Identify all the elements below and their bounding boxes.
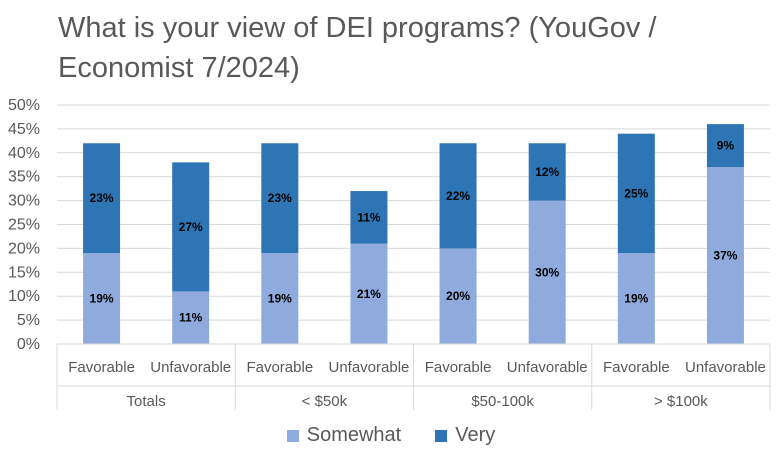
y-tick-label: 40% (8, 145, 40, 162)
data-label-somewhat-7: 37% (713, 249, 737, 263)
bar-very-2 (261, 143, 299, 254)
bar-somewhat-1 (172, 291, 210, 344)
data-label-somewhat-6: 19% (624, 292, 648, 306)
x-group-label: $50-100k (471, 393, 534, 410)
bar-somewhat-2 (261, 253, 299, 344)
y-tick-label: 15% (8, 264, 40, 281)
data-label-very-1: 27% (179, 220, 203, 234)
legend-item-very: Very (435, 424, 495, 447)
y-tick-label: 35% (8, 169, 40, 186)
data-label-very-6: 25% (624, 186, 648, 200)
x-group-label: < $50k (302, 393, 348, 410)
y-tick-label: 45% (8, 121, 40, 138)
x-category-label: Unfavorable (685, 359, 766, 376)
bar-very-4 (439, 143, 477, 249)
y-tick-label: 5% (17, 312, 40, 329)
bar-very-6 (617, 133, 655, 254)
y-tick-label: 25% (8, 217, 40, 234)
data-label-somewhat-1: 11% (179, 311, 203, 325)
data-label-very-0: 23% (90, 191, 114, 205)
legend-label-very: Very (455, 424, 496, 446)
y-tick-label: 10% (8, 288, 40, 305)
bar-very-0 (83, 143, 121, 254)
bar-somewhat-7 (706, 167, 744, 344)
data-label-somewhat-2: 19% (268, 292, 292, 306)
x-category-label: Unfavorable (328, 359, 409, 376)
chart-title: What is your view of DEI programs? (YouG… (58, 12, 657, 84)
bar-somewhat-0 (83, 253, 121, 344)
data-label-very-2: 23% (268, 191, 292, 205)
x-category-label: Favorable (603, 359, 670, 376)
bar-somewhat-3 (350, 243, 388, 344)
legend-item-somewhat: Somewhat (286, 424, 402, 447)
y-tick-label: 20% (8, 240, 40, 257)
y-tick-label: 50% (8, 97, 40, 114)
x-category-label: Favorable (425, 359, 492, 376)
data-label-somewhat-4: 20% (446, 289, 470, 303)
bar-very-7 (706, 124, 744, 168)
bar-somewhat-6 (617, 253, 655, 344)
bar-very-1 (172, 162, 210, 292)
data-label-very-3: 11% (357, 210, 381, 224)
y-tick-label: 0% (17, 336, 40, 353)
data-label-very-7: 9% (717, 139, 735, 153)
data-label-somewhat-3: 21% (357, 287, 381, 301)
data-label-very-5: 12% (535, 165, 559, 179)
bar-somewhat-5 (528, 200, 566, 344)
legend-swatch-very (435, 429, 448, 442)
legend: Somewhat Very (0, 424, 782, 447)
x-group-label: Totals (127, 393, 166, 410)
legend-label-somewhat: Somewhat (306, 424, 402, 446)
legend-swatch-somewhat (286, 429, 299, 442)
x-category-label: Unfavorable (150, 359, 231, 376)
y-tick-label: 30% (8, 193, 40, 210)
bar-very-5 (528, 143, 566, 201)
x-group-label: > $100k (654, 393, 708, 410)
data-label-very-4: 22% (446, 189, 470, 203)
x-category-label: Unfavorable (507, 359, 588, 376)
bar-very-3 (350, 191, 388, 244)
bar-somewhat-4 (439, 248, 477, 344)
x-category-label: Favorable (246, 359, 313, 376)
data-label-somewhat-0: 19% (90, 292, 114, 306)
data-label-somewhat-5: 30% (535, 265, 559, 279)
x-category-label: Favorable (68, 359, 135, 376)
